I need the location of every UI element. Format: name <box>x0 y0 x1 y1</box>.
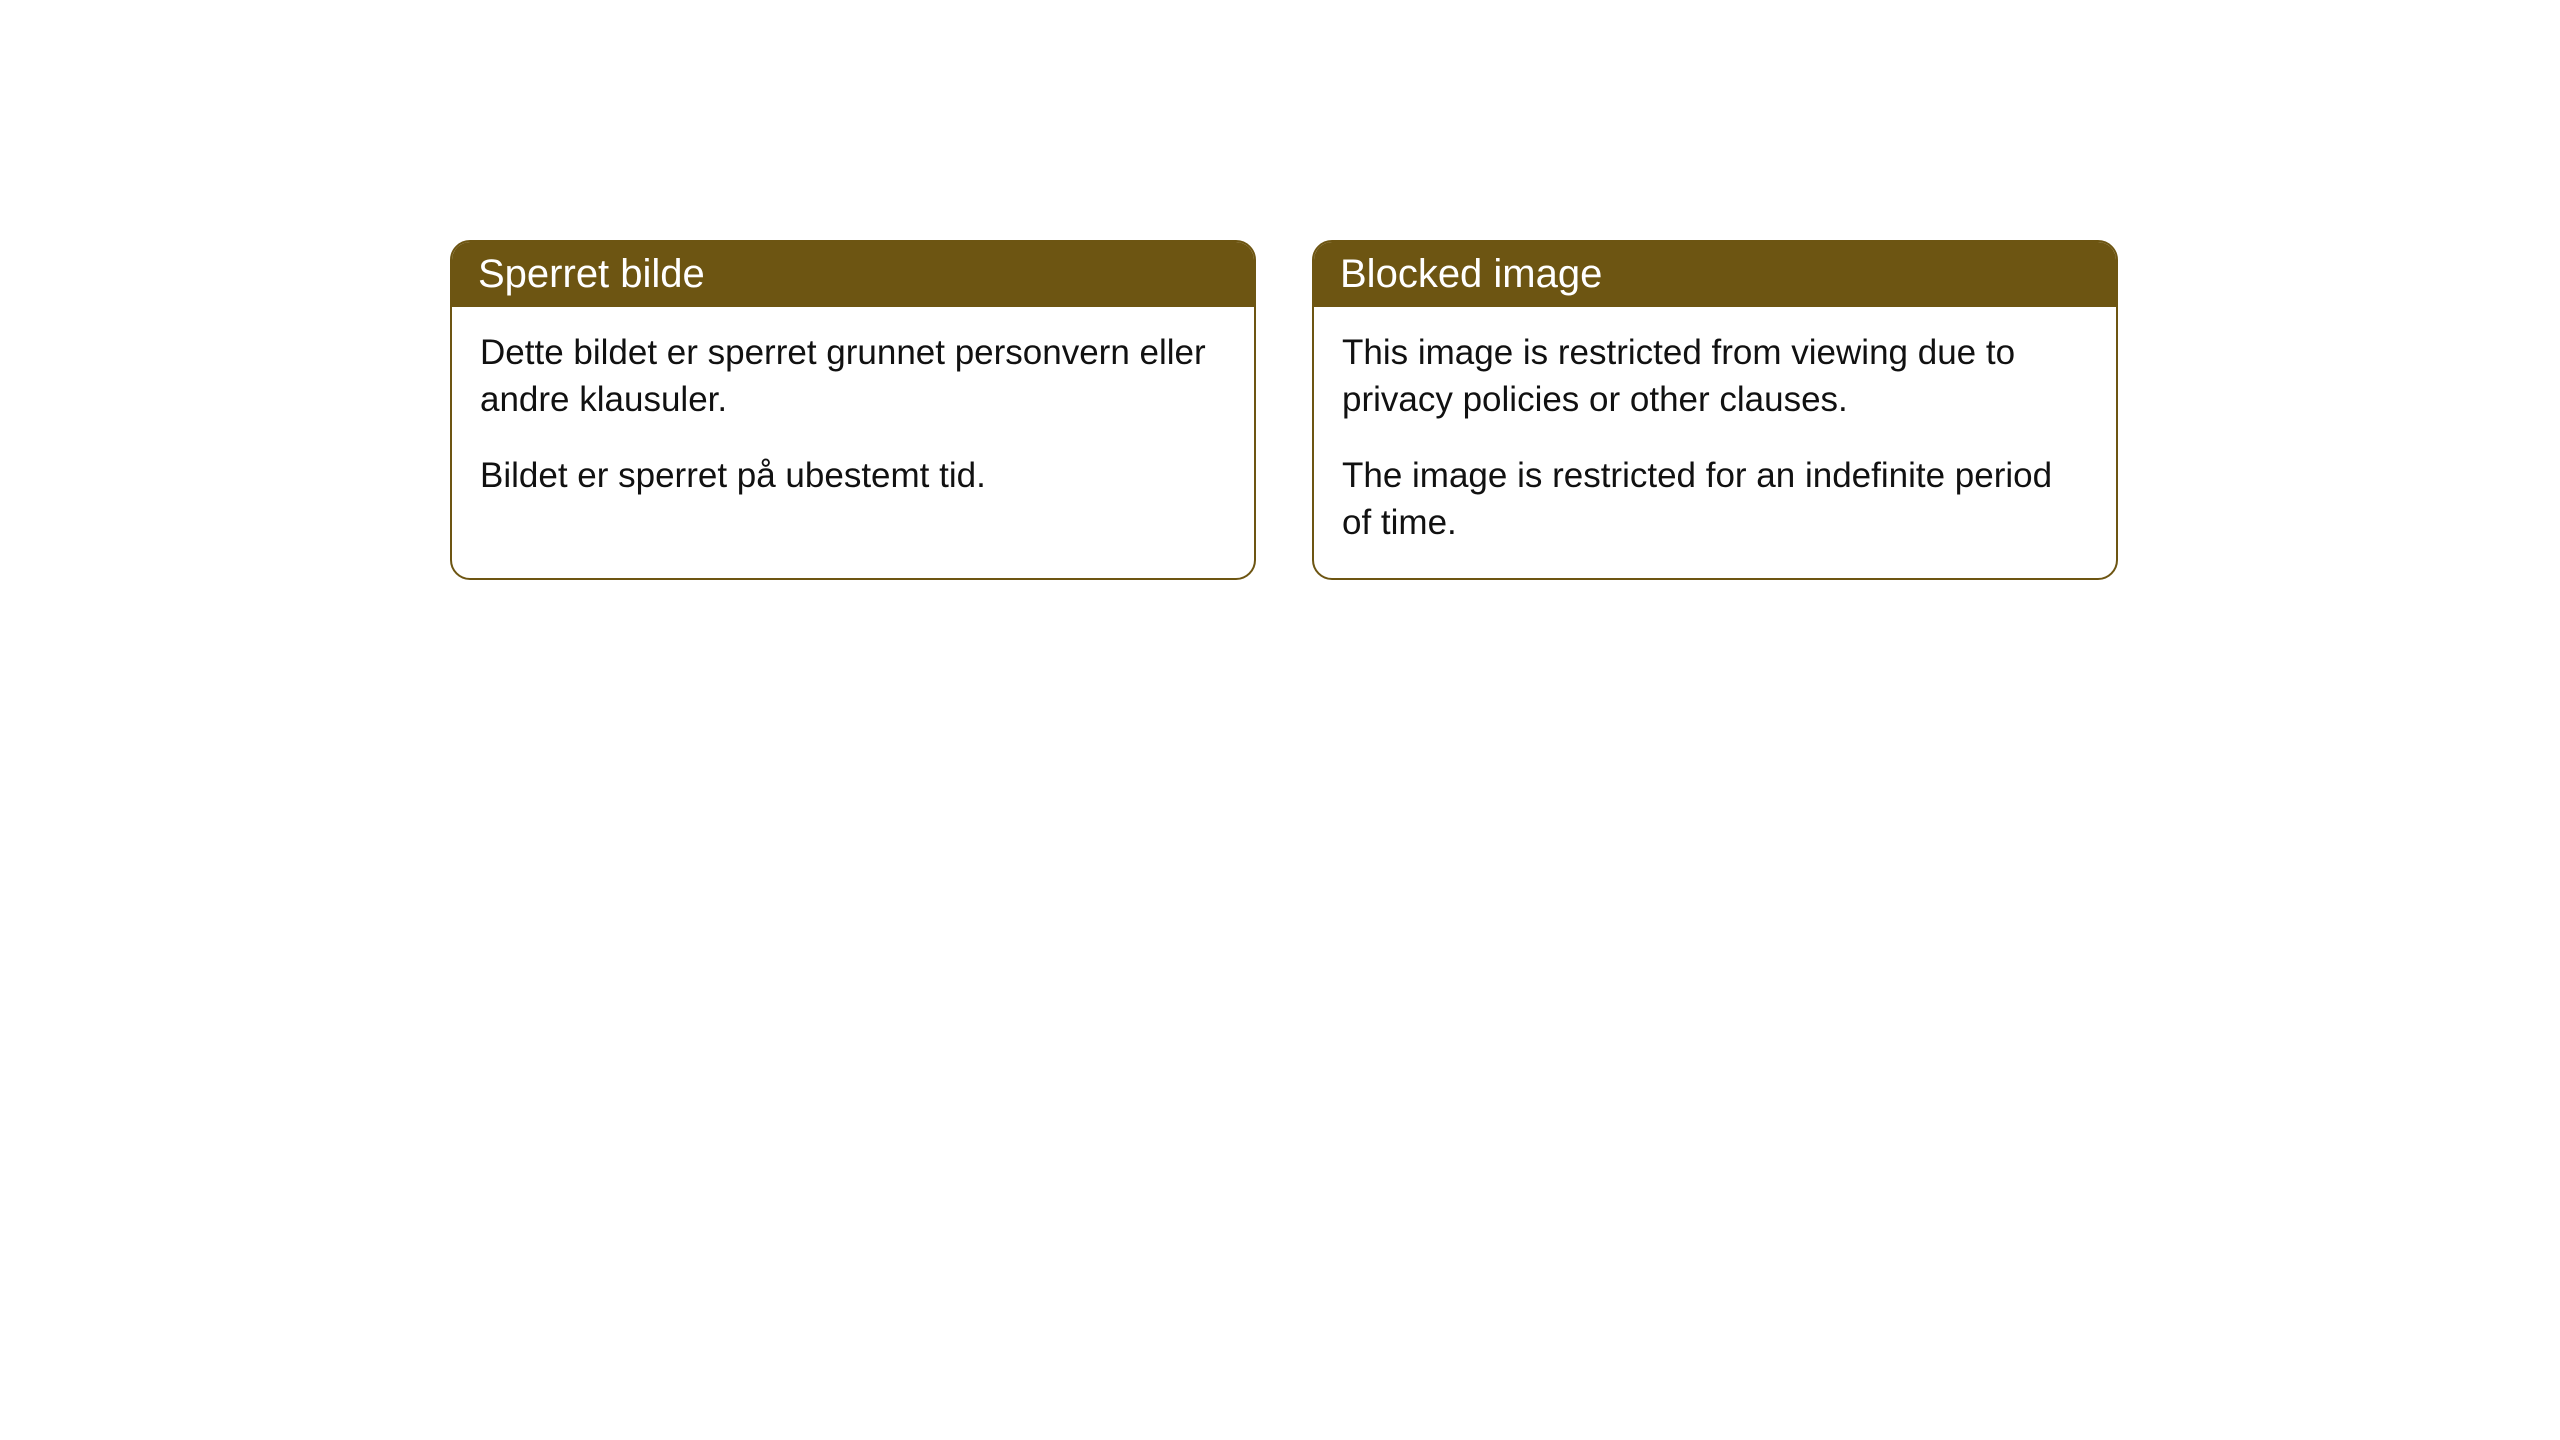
card-header-norwegian: Sperret bilde <box>452 242 1254 307</box>
card-text-english-1: This image is restricted from viewing du… <box>1342 329 2088 424</box>
card-text-norwegian-2: Bildet er sperret på ubestemt tid. <box>480 452 1226 499</box>
blocked-image-cards: Sperret bilde Dette bildet er sperret gr… <box>450 240 2118 580</box>
card-title-norwegian: Sperret bilde <box>478 252 705 296</box>
card-header-english: Blocked image <box>1314 242 2116 307</box>
card-english: Blocked image This image is restricted f… <box>1312 240 2118 580</box>
card-norwegian: Sperret bilde Dette bildet er sperret gr… <box>450 240 1256 580</box>
card-body-norwegian: Dette bildet er sperret grunnet personve… <box>452 307 1254 529</box>
card-text-english-2: The image is restricted for an indefinit… <box>1342 452 2088 547</box>
card-title-english: Blocked image <box>1340 252 1602 296</box>
card-text-norwegian-1: Dette bildet er sperret grunnet personve… <box>480 329 1226 424</box>
card-body-english: This image is restricted from viewing du… <box>1314 307 2116 576</box>
